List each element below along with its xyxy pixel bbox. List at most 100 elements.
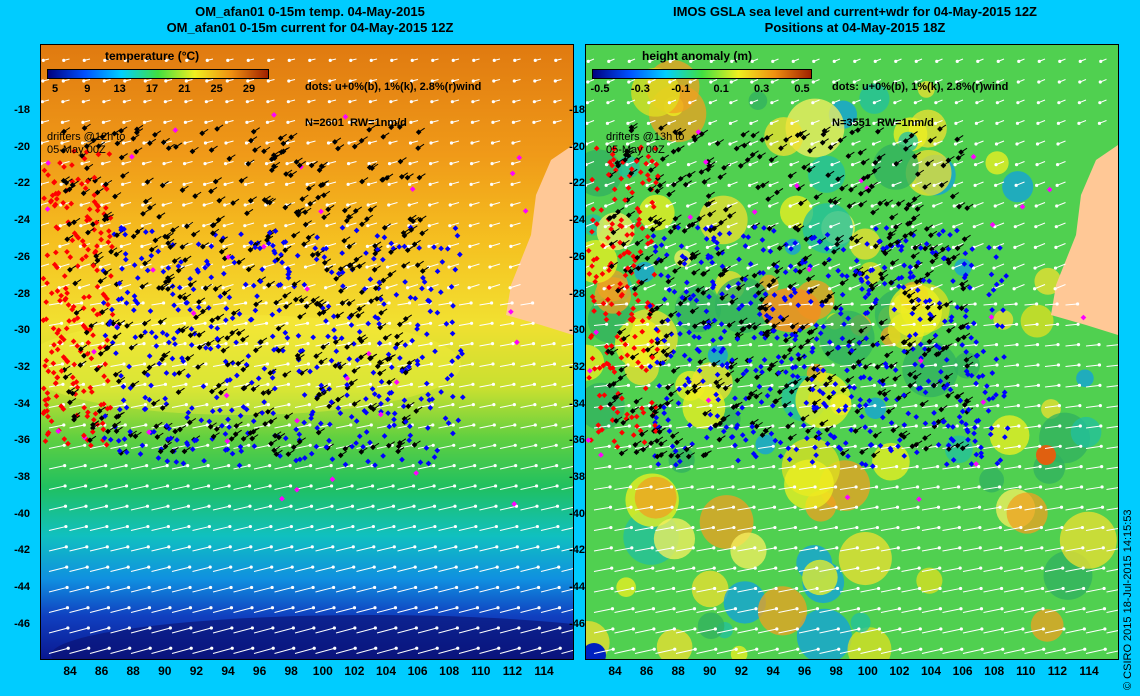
vector-head [649,465,653,469]
current-vector [880,587,900,593]
vector-head [646,343,650,347]
drifter-dot [439,259,446,265]
current-vector [438,444,454,449]
vector-head [222,224,226,228]
vector-head [815,607,820,611]
current-vector [89,647,110,654]
vector-head [671,566,675,570]
drifter-dot [376,279,383,286]
current-vector [737,323,751,326]
drifter-dot [418,396,425,402]
drifter-track [361,177,369,183]
vector-head [494,524,498,529]
vector-head [512,79,516,83]
vector-head [994,163,998,167]
drifter-track [96,365,104,370]
anomaly-patch [979,467,1005,493]
drifter-dot [381,234,388,241]
current-vector [839,364,854,367]
drifter-dot [416,245,423,251]
current-vector [212,404,228,408]
vector-head [352,585,356,590]
vector-head [974,121,979,125]
drifter-dot [58,292,64,299]
current-vector [315,404,330,408]
drifter-track [344,206,352,212]
vector-head [1014,302,1018,306]
vector-head [643,287,647,291]
drifter-dot [360,443,366,450]
current-vector [561,363,573,367]
vector-head [122,362,126,366]
vector-head [251,646,255,650]
vector-head [471,403,475,407]
current-vector [1044,425,1060,429]
current-vector [376,627,396,634]
current-vector [819,445,835,449]
vector-head [291,606,295,610]
current-vector [1014,263,1025,269]
current-vector [737,567,756,572]
vector-head [898,627,902,631]
drifter-dot [254,293,260,299]
drifter-dot [444,246,451,252]
vector-head [308,58,312,62]
current-vector [192,424,208,429]
current-vector [983,628,1003,634]
vector-head [244,342,249,346]
vector-head [247,464,251,468]
drifter-dot [190,286,197,293]
drifter-dot [314,425,321,431]
current-vector [921,527,939,531]
vector-head [533,423,537,427]
drifter-dot [173,459,180,465]
drifter-dot [348,322,355,328]
vector-head [933,363,938,367]
vector-head [630,546,634,550]
vector-head [391,504,396,508]
current-vector [778,506,796,511]
drifter-dot [332,334,338,341]
drifter-track [322,342,330,348]
current-vector [1085,567,1104,572]
current-vector [696,364,711,367]
vector-head [686,302,690,306]
vector-head [536,545,540,549]
vector-head [79,224,83,228]
current-vector [942,364,957,367]
vector-head [57,286,61,290]
current-vector [417,343,432,347]
vector-head [163,382,168,386]
drifter-track [348,212,356,218]
current-vector [696,547,714,552]
drifter-dot [68,200,75,207]
vector-head [207,524,211,529]
vector-head [538,646,542,650]
drifter-dot [120,397,127,404]
vector-head [606,101,610,105]
current-vector [953,243,964,248]
vector-head [917,546,921,550]
vector-head [895,505,900,509]
current-vector [233,627,253,634]
drifter-dot [361,286,368,292]
vector-head [912,183,916,187]
vector-head [270,565,274,569]
vector-head [627,404,631,408]
vector-head [454,545,458,549]
vector-head [325,224,329,228]
vector-head [61,79,65,83]
vector-head [271,626,275,630]
current-vector [737,344,751,347]
drifter-track [404,231,411,237]
drifter-dot [330,313,337,320]
vector-head [852,101,856,105]
drifter-dot [109,243,115,250]
vector-head [247,484,252,488]
anomaly-patch [1076,369,1094,388]
vector-head [182,203,186,207]
current-vector [798,628,818,634]
vector-head [975,80,979,84]
vector-head [789,343,794,347]
current-vector [757,587,777,593]
